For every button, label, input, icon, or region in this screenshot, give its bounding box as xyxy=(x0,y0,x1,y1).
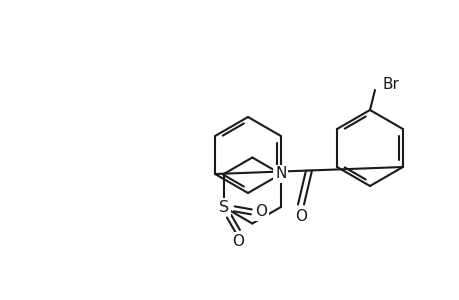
Text: O: O xyxy=(255,204,267,219)
Text: N: N xyxy=(274,167,286,182)
Text: S: S xyxy=(218,200,228,214)
Text: O: O xyxy=(294,209,306,224)
Text: N: N xyxy=(274,167,286,182)
Text: Br: Br xyxy=(382,76,398,92)
Text: O: O xyxy=(231,234,243,249)
